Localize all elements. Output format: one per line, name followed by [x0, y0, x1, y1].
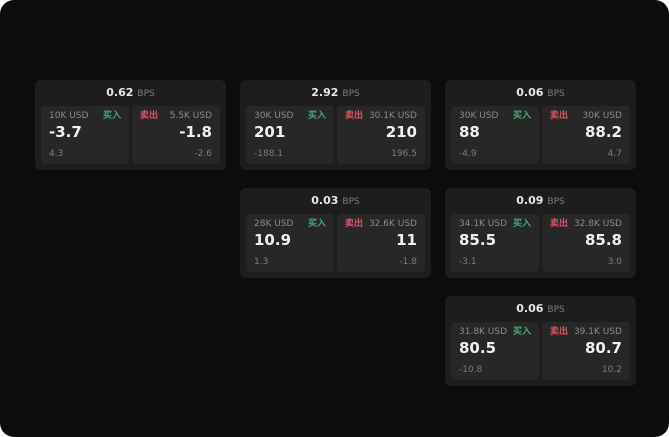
sell-badge: 卖出	[345, 111, 364, 121]
sell-price: 88.2	[584, 123, 622, 141]
buy-badge: 买入	[512, 111, 531, 121]
sell-panel[interactable]: 卖出 39.1K USD 80.7 10.2	[542, 322, 630, 380]
sell-sub-value: -2.6	[194, 149, 212, 159]
buy-size: 30K USD	[459, 111, 499, 121]
spread-header: 0.03 BPS	[246, 194, 425, 209]
buy-price: -3.7	[49, 123, 82, 141]
sell-panel[interactable]: 卖出 30K USD 88.2 4.7	[542, 106, 630, 164]
buy-size: 34.1K USD	[459, 219, 508, 229]
buy-badge: 买入	[512, 219, 531, 229]
buy-price: 10.9	[254, 231, 292, 249]
spread-value: 0.06	[516, 86, 544, 99]
sell-size: 32.6K USD	[368, 219, 417, 229]
quote-card: 0.06 BPS 31.8K USD 买入 80.5 -10.8 卖出 39.1…	[445, 296, 636, 386]
buy-panel[interactable]: 28K USD 买入 10.9 1.3	[246, 214, 334, 272]
spread-value: 0.62	[106, 86, 134, 99]
buy-badge: 买入	[102, 111, 121, 121]
sell-sub-value: 196.5	[391, 149, 417, 159]
buy-sub-value: -4.9	[459, 149, 477, 159]
spread-value: 2.92	[311, 86, 339, 99]
spread-unit: BPS	[342, 89, 360, 99]
spread-unit: BPS	[342, 197, 360, 207]
sell-price: 210	[385, 123, 417, 141]
sell-badge: 卖出	[345, 219, 364, 229]
sell-size: 30K USD	[582, 111, 622, 121]
buy-sub-value: -188.1	[254, 149, 284, 159]
spread-value: 0.03	[311, 194, 339, 207]
buy-sub-value: 1.3	[254, 257, 269, 267]
quote-card: 0.03 BPS 28K USD 买入 10.9 1.3 卖出 32.6K US…	[240, 188, 431, 278]
sell-badge: 卖出	[550, 111, 569, 121]
buy-badge: 买入	[512, 327, 531, 337]
spread-header: 2.92 BPS	[246, 86, 425, 101]
buy-panel[interactable]: 30K USD 买入 201 -188.1	[246, 106, 334, 164]
sell-badge: 卖出	[550, 219, 569, 229]
sell-panel[interactable]: 卖出 32.8K USD 85.8 3.0	[542, 214, 630, 272]
sell-panel[interactable]: 卖出 5.5K USD -1.8 -2.6	[132, 106, 220, 164]
sell-badge: 卖出	[140, 111, 159, 121]
sell-size: 32.8K USD	[573, 219, 622, 229]
buy-price: 85.5	[459, 231, 497, 249]
quote-card: 0.09 BPS 34.1K USD 买入 85.5 -3.1 卖出 32.8K…	[445, 188, 636, 278]
sell-sub-value: 3.0	[607, 257, 622, 267]
spread-value: 0.09	[516, 194, 544, 207]
buy-sub-value: -10.8	[459, 365, 483, 375]
sell-sub-value: -1.8	[399, 257, 417, 267]
buy-panel[interactable]: 34.1K USD 买入 85.5 -3.1	[451, 214, 539, 272]
spread-unit: BPS	[547, 305, 565, 315]
buy-size: 31.8K USD	[459, 327, 508, 337]
spread-unit: BPS	[547, 197, 565, 207]
sell-price: 80.7	[584, 339, 622, 357]
buy-panel[interactable]: 31.8K USD 买入 80.5 -10.8	[451, 322, 539, 380]
sell-badge: 卖出	[550, 327, 569, 337]
buy-price: 201	[254, 123, 286, 141]
sell-size: 30.1K USD	[368, 111, 417, 121]
sell-size: 5.5K USD	[169, 111, 212, 121]
sell-sub-value: 10.2	[601, 365, 622, 375]
spread-unit: BPS	[547, 89, 565, 99]
buy-price: 88	[459, 123, 480, 141]
buy-panel[interactable]: 30K USD 买入 88 -4.9	[451, 106, 539, 164]
quote-card: 0.62 BPS 10K USD 买入 -3.7 4.3 卖出 5.5K USD…	[35, 80, 226, 170]
spread-header: 0.62 BPS	[41, 86, 220, 101]
sell-price: 11	[396, 231, 417, 249]
sell-price: 85.8	[584, 231, 622, 249]
buy-size: 10K USD	[49, 111, 89, 121]
sell-price: -1.8	[179, 123, 212, 141]
buy-sub-value: 4.3	[49, 149, 64, 159]
sell-sub-value: 4.7	[607, 149, 622, 159]
buy-size: 30K USD	[254, 111, 294, 121]
quote-card: 0.06 BPS 30K USD 买入 88 -4.9 卖出 30K USD 8…	[445, 80, 636, 170]
spread-header: 0.06 BPS	[451, 302, 630, 317]
sell-panel[interactable]: 卖出 32.6K USD 11 -1.8	[337, 214, 425, 272]
buy-badge: 买入	[307, 219, 326, 229]
sell-panel[interactable]: 卖出 30.1K USD 210 196.5	[337, 106, 425, 164]
spread-value: 0.06	[516, 302, 544, 315]
quote-card: 2.92 BPS 30K USD 买入 201 -188.1 卖出 30.1K …	[240, 80, 431, 170]
spread-header: 0.06 BPS	[451, 86, 630, 101]
sell-size: 39.1K USD	[573, 327, 622, 337]
buy-price: 80.5	[459, 339, 497, 357]
spread-header: 0.09 BPS	[451, 194, 630, 209]
buy-sub-value: -3.1	[459, 257, 477, 267]
buy-badge: 买入	[307, 111, 326, 121]
buy-size: 28K USD	[254, 219, 294, 229]
spread-unit: BPS	[137, 89, 155, 99]
buy-panel[interactable]: 10K USD 买入 -3.7 4.3	[41, 106, 129, 164]
